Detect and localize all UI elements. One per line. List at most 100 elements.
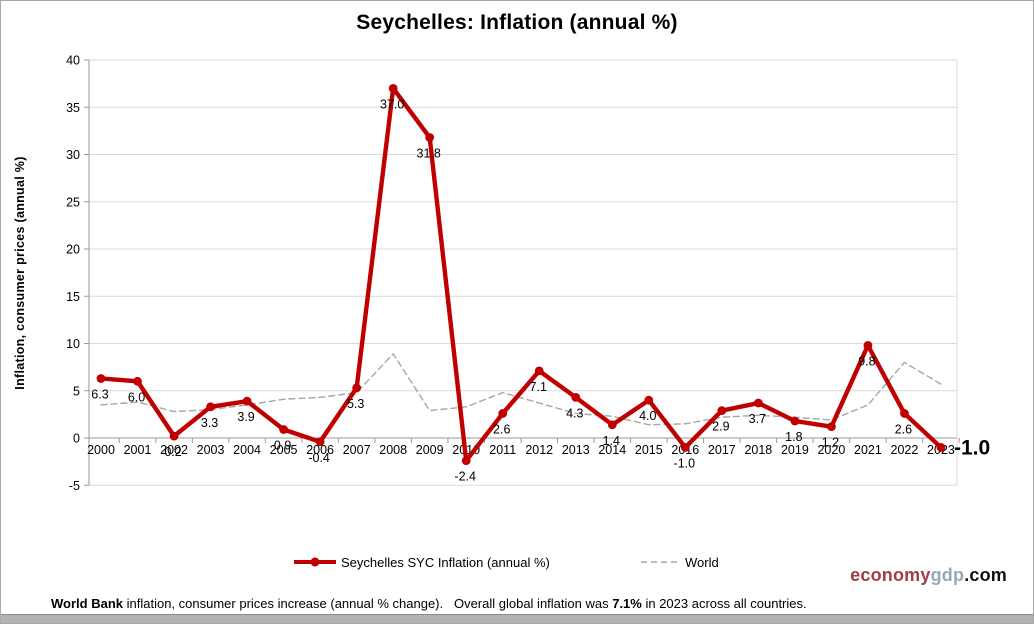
x-tick-label: 2015 [635, 443, 663, 457]
y-tick-label: 35 [66, 101, 80, 115]
data-point[interactable] [644, 395, 654, 405]
data-point[interactable] [315, 437, 325, 447]
data-label: 3.3 [201, 416, 218, 430]
world-line [100, 353, 942, 426]
footer-text-2: Overall global inflation was [443, 596, 613, 611]
data-point[interactable] [571, 392, 581, 402]
y-tick-label: 25 [66, 195, 80, 209]
x-tick-label: 2001 [124, 443, 152, 457]
x-tick-label: 2019 [781, 443, 809, 457]
data-point[interactable] [133, 376, 142, 386]
x-tick-label: 2017 [708, 443, 736, 457]
data-label: 7.1 [530, 380, 547, 394]
data-point[interactable] [425, 133, 435, 142]
data-point[interactable] [206, 402, 215, 412]
data-label: 4.0 [639, 409, 656, 423]
data-label: 1.8 [785, 430, 802, 444]
data-label: 6.0 [128, 390, 145, 404]
x-tick-label: 2000 [87, 443, 115, 457]
y-tick-label: 5 [73, 384, 80, 398]
chart-title: Seychelles: Inflation (annual %) [356, 11, 678, 34]
data-point[interactable] [461, 456, 471, 466]
y-tick-label: 20 [66, 243, 80, 257]
end-data-label: -1.0 [954, 436, 990, 459]
data-point[interactable] [790, 416, 800, 426]
y-tick-label: 10 [66, 337, 80, 351]
data-label: -2.4 [454, 470, 476, 484]
data-point[interactable] [827, 422, 836, 432]
data-point[interactable] [607, 420, 617, 430]
data-label: 0.9 [274, 438, 291, 452]
x-tick-label: 2014 [598, 443, 626, 457]
data-point[interactable] [680, 443, 690, 452]
y-tick-label: 0 [73, 432, 80, 446]
x-tick-label: 2005 [270, 443, 298, 457]
y-tick-label: -5 [69, 479, 80, 493]
x-tick-label: 2002 [160, 443, 188, 457]
x-tick-label: 2020 [817, 443, 845, 457]
data-label: 4.3 [566, 406, 583, 420]
data-label: 6.3 [91, 387, 108, 401]
data-point[interactable] [279, 425, 288, 434]
data-label: -1.0 [674, 456, 696, 470]
x-tick-label: 2013 [562, 443, 590, 457]
legend-dashed-line-icon [641, 561, 681, 563]
footer-source: World Bank [51, 596, 123, 611]
data-label: 2.6 [493, 422, 510, 436]
window-bottom-edge [1, 614, 1033, 623]
data-point[interactable] [352, 383, 362, 393]
data-point[interactable] [936, 443, 946, 452]
data-point[interactable] [863, 340, 873, 350]
footer-stat: 7.1% [612, 596, 642, 611]
x-tick-label: 2007 [343, 443, 371, 457]
data-label: 3.7 [749, 412, 766, 426]
legend-label-seychelles: Seychelles SYC Inflation (annual %) [341, 554, 550, 570]
data-label: 1.2 [822, 436, 839, 450]
footer-note: World Bank inflation, consumer prices in… [51, 596, 1011, 611]
legend-item-world: World [641, 552, 719, 572]
x-tick-label: 2008 [379, 443, 407, 457]
x-tick-label: 2003 [197, 443, 225, 457]
legend-label-world: World [685, 554, 719, 570]
y-tick-label: 15 [66, 290, 80, 304]
data-label: 31.8 [417, 146, 441, 160]
data-label: -0.4 [308, 451, 330, 465]
data-point[interactable] [169, 431, 179, 441]
x-tick-label: 2004 [233, 443, 261, 457]
data-point[interactable] [753, 398, 763, 408]
data-label: 1.4 [603, 434, 620, 448]
data-label: 5.3 [347, 397, 364, 411]
x-tick-label: 2022 [891, 443, 919, 457]
footer-text-3: in 2023 across all countries. [641, 596, 807, 611]
data-label: 3.9 [237, 410, 254, 424]
data-point[interactable] [900, 409, 909, 418]
branding-logo[interactable]: economygdp.com [850, 565, 1007, 586]
branding-part-gdp: gdp [930, 565, 965, 585]
x-tick-label: 2011 [489, 443, 516, 457]
data-point[interactable] [242, 396, 252, 406]
data-label: 9.8 [858, 354, 875, 368]
legend-item-seychelles: Seychelles SYC Inflation (annual %) [293, 552, 550, 572]
data-point[interactable] [534, 366, 544, 376]
y-tick-label: 40 [66, 54, 80, 68]
x-tick-label: 2006 [306, 443, 334, 457]
data-label: 2.9 [712, 420, 729, 434]
data-label: 2.6 [895, 422, 912, 436]
data-point[interactable] [388, 83, 398, 93]
data-label: 0.2 [164, 445, 181, 459]
data-point[interactable] [498, 409, 508, 418]
x-tick-label: 2018 [744, 443, 772, 457]
branding-part-com: .com [964, 565, 1007, 585]
x-tick-label: 2012 [525, 443, 553, 457]
data-point[interactable] [717, 406, 727, 415]
y-tick-label: 30 [66, 148, 80, 162]
data-point[interactable] [96, 374, 106, 383]
footer-text-1: inflation, consumer prices increase (ann… [123, 596, 444, 611]
x-tick-label: 2009 [416, 443, 444, 457]
legend-line-marker-icon [294, 557, 336, 567]
data-label: 37.0 [380, 97, 404, 111]
seychelles-line [98, 86, 944, 463]
x-tick-label: 2021 [854, 443, 882, 457]
